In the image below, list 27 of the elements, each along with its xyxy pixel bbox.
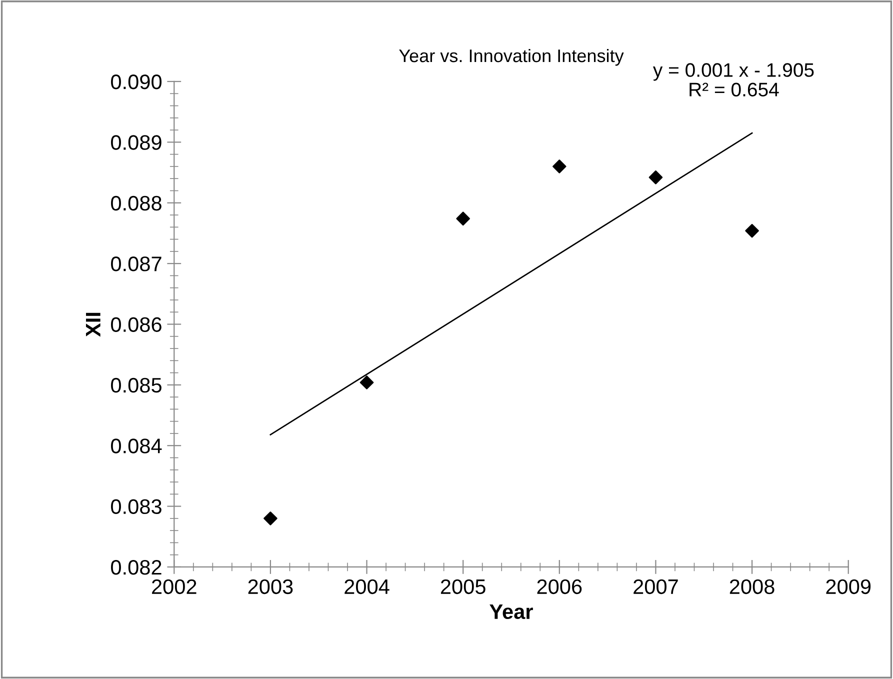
x-tick-label: 2007 — [634, 579, 678, 594]
x-tick-label: 2009 — [826, 579, 871, 594]
x-axis-title: Year — [490, 604, 533, 620]
y-tick-label: 0.087 — [111, 256, 162, 272]
y-tick-label: 0.084 — [111, 438, 162, 454]
point — [552, 160, 566, 174]
y-tick-label: 0.086 — [111, 317, 162, 332]
y-axis-title: XII — [86, 312, 100, 337]
annotation: y = 0.001 x - 1.905 R² = 0.654 — [652, 63, 814, 96]
x-tick-label: 2006 — [537, 579, 582, 594]
x-tick-label: 2008 — [730, 579, 774, 594]
y-tick-label: 0.085 — [111, 378, 162, 393]
chart-title: Year vs. Innovation Intensity — [399, 48, 624, 66]
x-tick-label: 2003 — [248, 579, 293, 594]
y-tick-label: 0.082 — [111, 560, 162, 575]
y-tick-label: 0.090 — [111, 74, 162, 90]
x-tick-label: 2004 — [344, 579, 390, 594]
point — [264, 512, 278, 526]
y-tick-label: 0.088 — [111, 196, 162, 211]
y-tick-label: 0.089 — [111, 135, 162, 150]
x-tick-label: 2002 — [152, 579, 196, 594]
y-tick-label: 0.083 — [111, 499, 162, 514]
point — [648, 170, 663, 184]
point — [360, 376, 374, 390]
point — [745, 224, 759, 238]
x-tick-label: 2005 — [440, 579, 486, 594]
point — [456, 212, 470, 226]
